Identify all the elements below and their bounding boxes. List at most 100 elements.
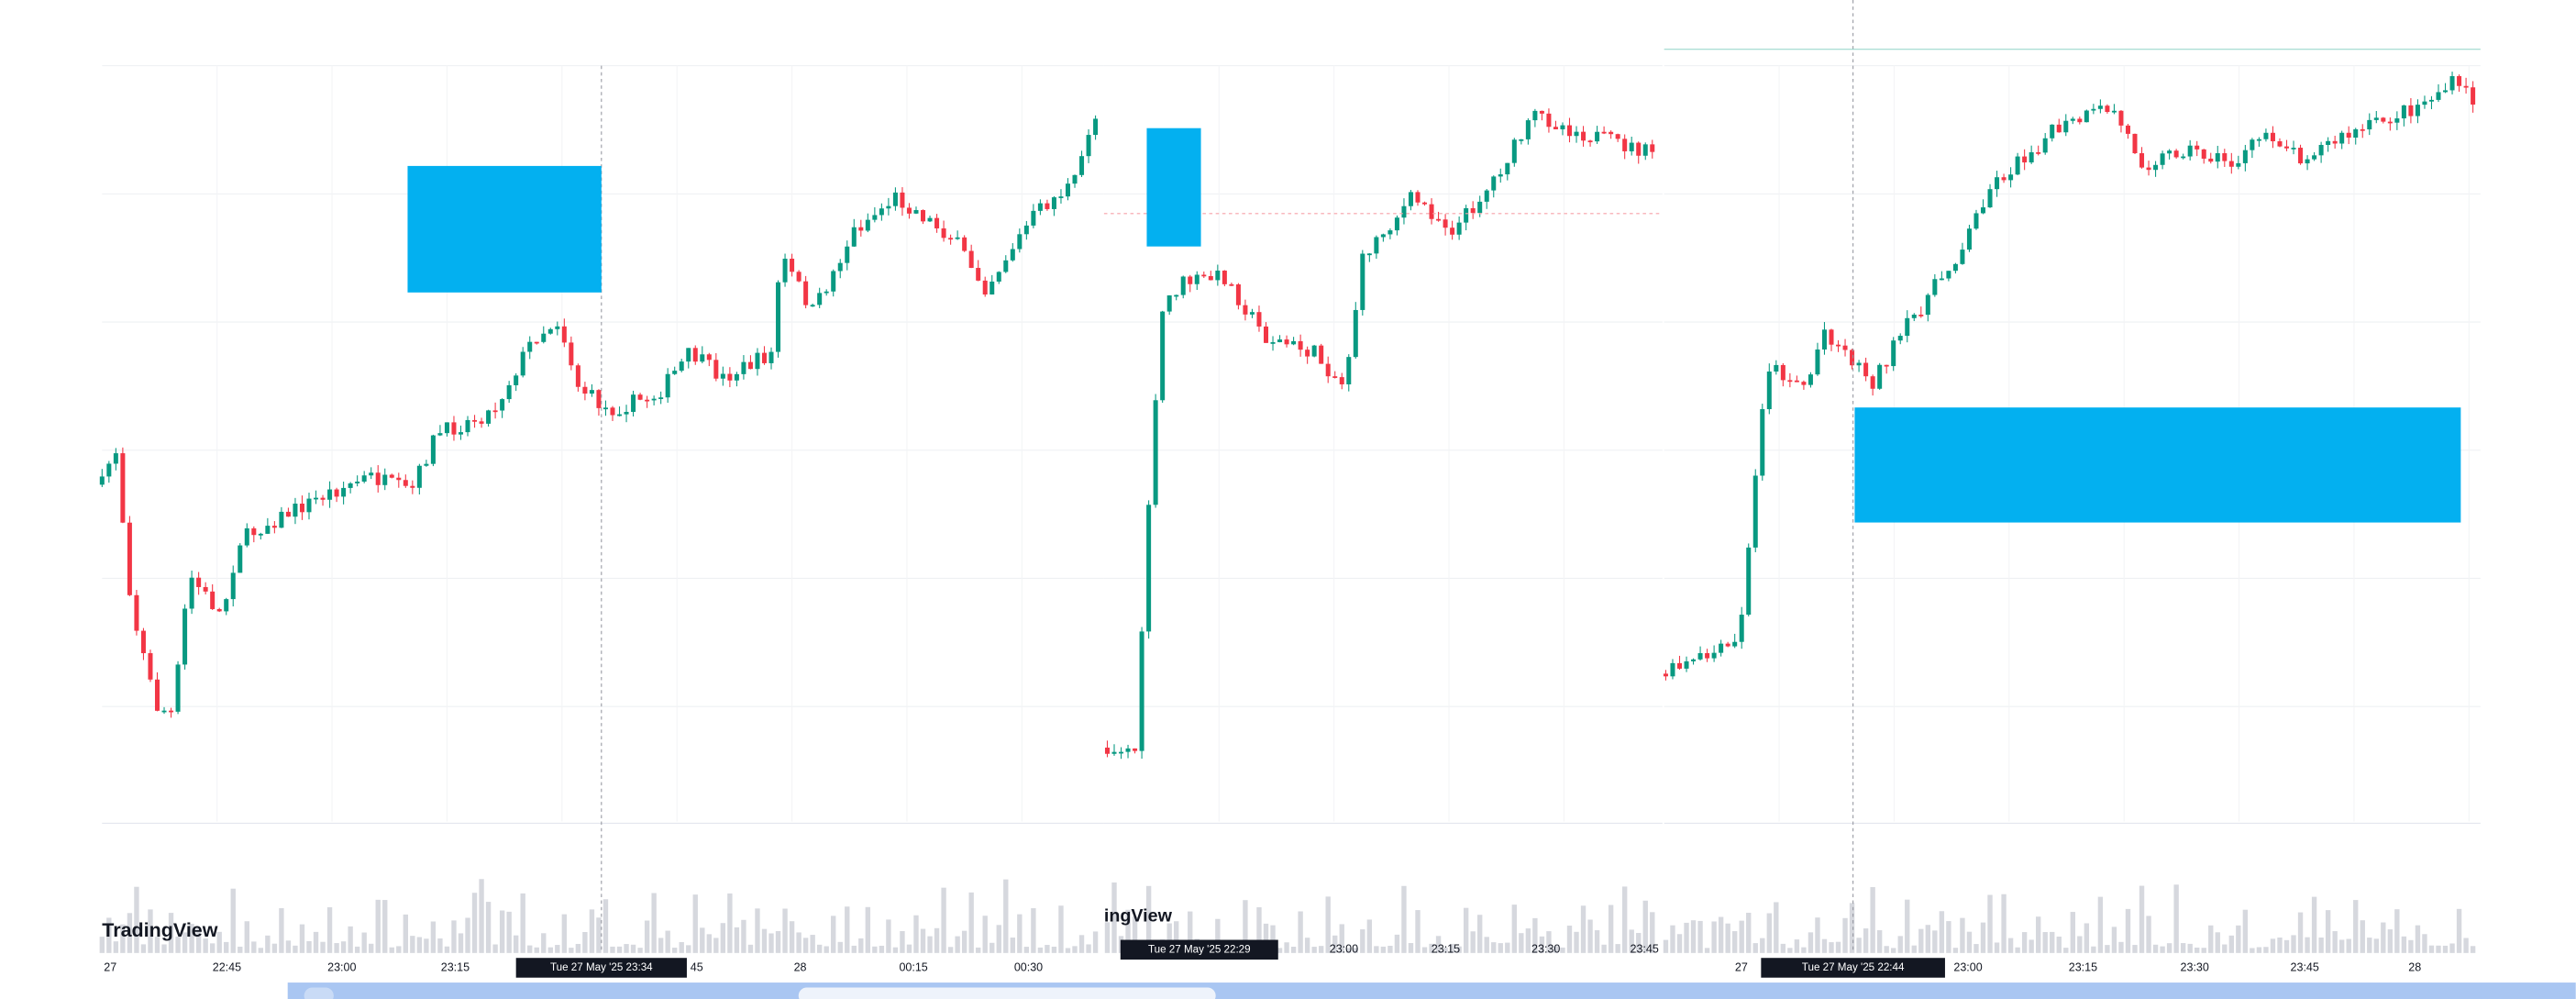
volume-bar [2311,896,2317,953]
volume-bar [1017,914,1023,953]
volume-bar [279,908,284,953]
volume-bar [2277,937,2283,953]
volume-bar [589,909,595,953]
button[interactable] [304,987,334,999]
volume-bar [1587,919,1593,953]
candle [1622,139,1628,151]
volume-bar [2353,900,2359,953]
candle [1394,217,1399,231]
candle [1774,364,1779,372]
candle [2008,174,2014,181]
volume-bar [858,938,864,953]
volume-bar [1636,933,1642,953]
volume-bar [1876,930,1883,953]
volume-bar [1849,903,1855,953]
candle [1125,748,1131,752]
candle [1477,201,1483,214]
volume-bar [1023,947,1030,953]
candle [2394,118,2400,123]
candle [1601,131,1607,134]
candle [527,341,533,352]
volume-bar [982,916,988,953]
candle [1725,643,1730,647]
candle [761,352,767,363]
volume-bar [354,946,360,953]
volume-bar [2007,938,2014,953]
time-label: 00:15 [899,960,927,973]
candle [1119,751,1124,754]
volume-bar [2201,948,2206,953]
volume-bar [1435,936,1442,953]
volume-bar [1470,931,1476,953]
candle [845,246,850,263]
candle [1249,312,1255,315]
candle [348,483,353,488]
candle [2457,76,2462,86]
candle [790,259,795,272]
volume-bar [1325,896,1331,953]
candle [2015,156,2020,175]
volume-bar [348,926,353,953]
candle [203,586,208,592]
volume-bar [375,899,381,953]
volume-bar [396,946,402,953]
volume-bar [2077,936,2083,953]
volume-bar [2291,935,2296,953]
volume-bar [1731,931,1738,953]
volume-bar [1553,946,1559,953]
candle [430,435,436,464]
candle [1031,210,1036,226]
search-field[interactable] [798,987,1216,999]
volume-bar [2173,884,2179,953]
volume-bar [1815,917,1820,953]
volume-bar [686,945,691,953]
volume-bar [2318,938,2324,953]
candle [1498,174,1503,177]
candle [1863,362,1869,377]
candle [1456,222,1462,235]
candle [541,333,547,342]
volume-bar [244,921,249,953]
candle [1691,659,1697,661]
volume-bar [499,910,505,953]
candle [1856,362,1862,366]
candle [2326,140,2331,145]
volume-bar [630,944,636,953]
candle [1104,747,1110,754]
candle [1325,363,1331,377]
candle [555,326,560,329]
candle [727,373,733,381]
volume-bar [1608,905,1614,953]
candle [1932,279,1938,295]
volume-bar [2332,931,2338,953]
candle [921,210,926,222]
volume-bar [1058,905,1064,953]
volume-bar [1932,930,1938,953]
candle [1877,364,1883,389]
candle [1298,340,1303,350]
volume-bar [437,938,443,953]
candle [1332,376,1338,378]
candle [851,227,857,247]
volume-bar [1332,935,1338,953]
candle [1746,547,1752,616]
candle [1153,400,1158,505]
candle [2360,128,2365,131]
candle [1939,278,1944,281]
volume-bar [1072,946,1078,953]
candle [2153,164,2159,171]
candle [2215,153,2220,162]
candle [1595,131,1600,142]
candle [258,533,263,536]
volume-bar [1960,917,1965,953]
volume-bar [2367,938,2372,953]
volume-bar [2208,925,2214,953]
candle [1587,140,1593,143]
volume-bar [1263,923,1269,953]
volume-bar [1911,945,1917,953]
volume-bar [527,945,533,953]
candle [230,572,236,600]
volume-bar [2029,939,2034,953]
volume-bar [996,925,1001,953]
time-label: 23:00 [1953,960,1982,973]
